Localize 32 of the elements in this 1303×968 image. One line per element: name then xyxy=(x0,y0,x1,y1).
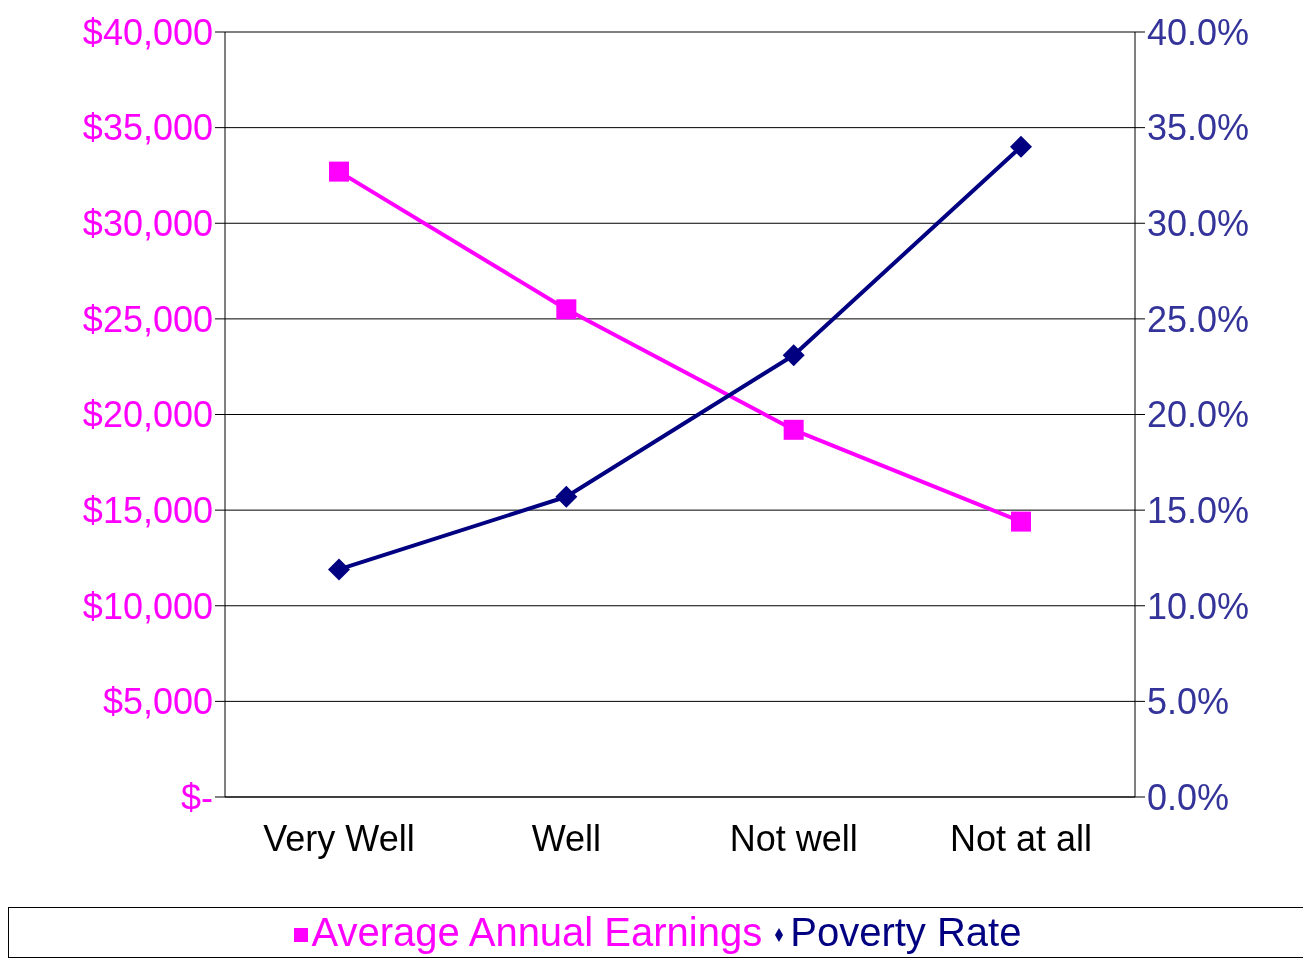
x-tick-label: Well xyxy=(531,817,602,859)
y2-tick-label: 30.0% xyxy=(1147,203,1250,245)
y2-tick-label: 35.0% xyxy=(1147,107,1250,149)
legend-label: Poverty Rate xyxy=(790,910,1022,954)
legend-label: Average Annual Earnings xyxy=(311,910,763,954)
x-tick-label: Not well xyxy=(729,817,858,859)
point xyxy=(328,558,350,581)
point xyxy=(783,419,804,440)
y-tick-label: $40,000 xyxy=(82,11,213,53)
y2-tick-label: 20.0% xyxy=(1147,394,1250,436)
y2-tick-label: 5.0% xyxy=(1147,681,1230,723)
y-tick-label: $25,000 xyxy=(82,298,213,340)
y2-tick-label: 0.0% xyxy=(1147,776,1230,818)
x-tick-label: Very Well xyxy=(263,817,415,859)
y2-tick-label: 15.0% xyxy=(1147,489,1250,531)
y-tick-label: $30,000 xyxy=(82,203,213,245)
y-tick-label: $- xyxy=(180,776,213,818)
y-tick-label: $10,000 xyxy=(82,585,213,627)
y-tick-label: $15,000 xyxy=(82,489,213,531)
y-tick-label: $35,000 xyxy=(82,107,213,149)
point xyxy=(555,485,578,508)
y2-tick-label: 25.0% xyxy=(1147,298,1250,340)
x-tick-label: Not at all xyxy=(949,817,1093,859)
point xyxy=(1011,511,1031,532)
y-tick-label: $20,000 xyxy=(82,394,213,436)
point xyxy=(329,161,349,182)
y-tick-label: $5,000 xyxy=(102,681,213,723)
y2-tick-label: 10.0% xyxy=(1147,585,1250,627)
point xyxy=(556,299,577,320)
y2-tick-label: 40.0% xyxy=(1147,11,1250,53)
point xyxy=(782,344,805,367)
point xyxy=(1010,135,1032,158)
